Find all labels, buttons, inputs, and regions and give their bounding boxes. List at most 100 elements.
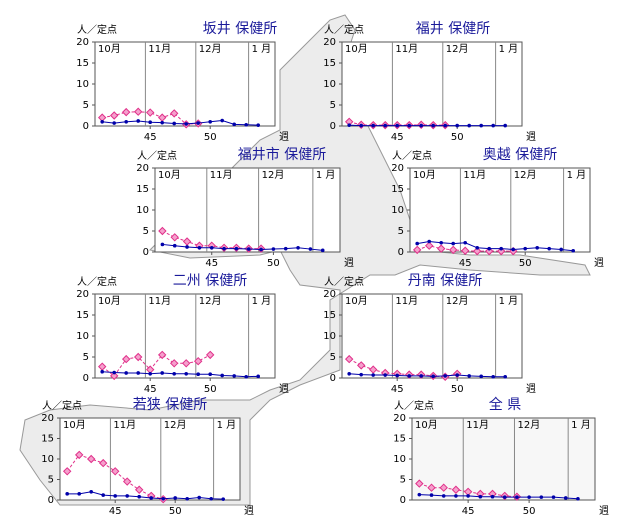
marker xyxy=(347,372,352,376)
marker xyxy=(502,495,507,499)
marker xyxy=(296,246,300,250)
y-tick-label: 15 xyxy=(391,184,404,195)
marker xyxy=(74,450,84,460)
x-tick-label: 45 xyxy=(109,506,122,517)
marker xyxy=(475,246,480,250)
marker xyxy=(244,122,248,127)
month-label: 1 月 xyxy=(499,43,519,55)
x-tick-label: 45 xyxy=(144,132,157,143)
marker xyxy=(121,107,131,117)
marker xyxy=(479,374,484,379)
x-tick-label: 50 xyxy=(523,506,536,517)
y-axis-label: 人／定点 xyxy=(324,23,364,36)
marker xyxy=(124,371,128,375)
chart-title: 若狭 保健所 xyxy=(133,397,207,413)
marker xyxy=(395,373,400,378)
marker xyxy=(220,118,224,123)
x-tick-label: 45 xyxy=(462,506,475,517)
marker xyxy=(172,243,177,248)
marker xyxy=(451,241,456,246)
marker xyxy=(551,495,556,499)
month-label: 1 月 xyxy=(316,169,336,181)
marker xyxy=(196,372,200,377)
month-label: 10月 xyxy=(345,43,368,55)
month-label: 11月 xyxy=(463,169,486,181)
x-tick-label: 50 xyxy=(519,258,532,269)
y-tick-label: 20 xyxy=(136,163,149,174)
marker xyxy=(347,123,352,127)
marker xyxy=(112,370,116,375)
y-tick-label: 15 xyxy=(323,58,336,69)
marker xyxy=(109,111,119,120)
y-tick-label: 15 xyxy=(136,184,149,195)
month-label: 11月 xyxy=(113,419,136,431)
month-label: 10月 xyxy=(158,169,181,181)
marker xyxy=(172,372,176,376)
y-tick-label: 15 xyxy=(76,310,89,321)
x-tick-label: 50 xyxy=(204,132,217,143)
marker xyxy=(256,374,261,379)
month-label: 10月 xyxy=(345,295,368,307)
marker xyxy=(571,248,575,253)
series-line xyxy=(349,373,506,378)
marker xyxy=(234,246,239,251)
chart-title: 二州 保健所 xyxy=(173,273,247,289)
marker xyxy=(503,123,508,128)
marker xyxy=(161,496,165,501)
month-label: 12月 xyxy=(164,419,187,431)
marker xyxy=(222,246,226,251)
marker xyxy=(208,120,212,124)
marker xyxy=(160,371,164,375)
y-tick-label: 10 xyxy=(323,331,336,342)
marker xyxy=(429,493,434,497)
marker xyxy=(86,454,96,464)
marker xyxy=(527,495,531,499)
marker xyxy=(89,490,93,494)
month-label: 11月 xyxy=(466,419,489,431)
y-tick-label: 10 xyxy=(41,454,54,465)
marker xyxy=(209,496,213,501)
series-line xyxy=(102,120,259,126)
marker xyxy=(65,492,69,496)
y-tick-label: 0 xyxy=(143,247,149,258)
y-tick-label: 0 xyxy=(83,373,89,384)
marker xyxy=(490,494,495,499)
marker xyxy=(455,123,460,128)
marker xyxy=(109,371,119,381)
marker xyxy=(407,374,412,378)
month-label: 11月 xyxy=(210,169,233,181)
y-tick-label: 5 xyxy=(330,352,336,363)
marker xyxy=(308,247,313,251)
marker xyxy=(451,485,461,494)
month-label: 12月 xyxy=(517,419,540,431)
x-axis-label: 週 xyxy=(279,131,289,143)
marker xyxy=(244,374,248,379)
marker xyxy=(484,246,494,256)
marker xyxy=(576,496,580,501)
y-tick-label: 0 xyxy=(83,121,89,132)
marker xyxy=(160,120,164,125)
x-axis-label: 週 xyxy=(344,257,354,269)
marker xyxy=(208,372,212,377)
y-tick-label: 5 xyxy=(83,352,89,363)
marker xyxy=(412,245,422,255)
x-tick-label: 45 xyxy=(144,384,157,395)
marker xyxy=(371,373,376,377)
marker xyxy=(407,123,412,128)
y-tick-label: 20 xyxy=(76,37,89,48)
marker xyxy=(170,233,179,242)
marker xyxy=(455,373,460,377)
marker xyxy=(439,240,444,245)
marker xyxy=(419,374,424,378)
y-axis-label: 人／定点 xyxy=(137,149,177,162)
x-tick-label: 45 xyxy=(459,258,472,269)
marker xyxy=(77,492,81,496)
marker xyxy=(113,494,117,498)
marker xyxy=(197,495,201,500)
series-line xyxy=(419,494,578,500)
marker xyxy=(193,356,203,366)
marker xyxy=(359,123,364,128)
marker xyxy=(148,372,152,376)
x-axis-label: 週 xyxy=(526,383,536,395)
marker xyxy=(184,372,188,376)
